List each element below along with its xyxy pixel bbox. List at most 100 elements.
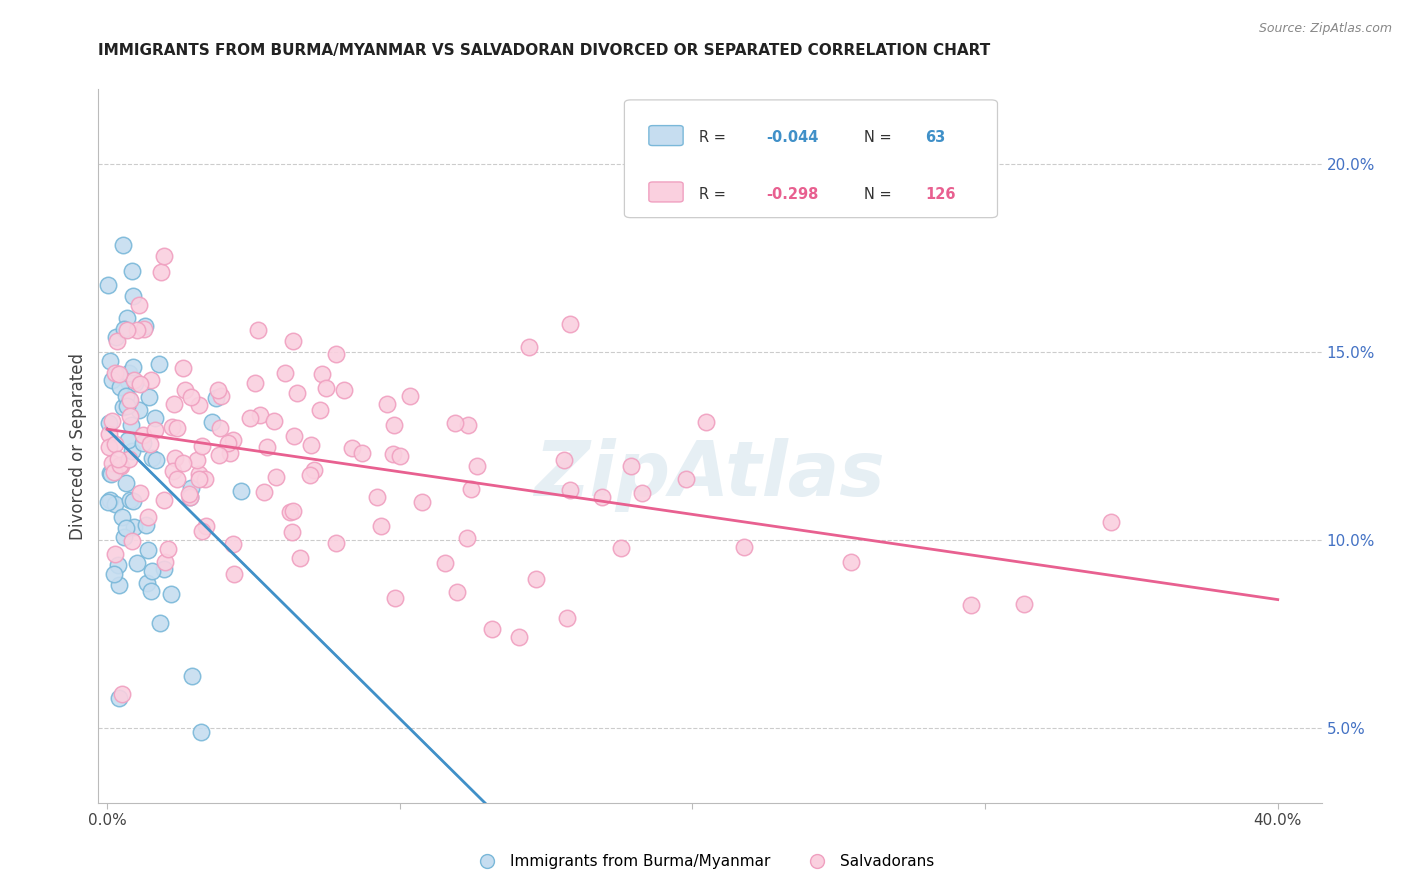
Text: R =: R = <box>699 130 731 145</box>
Point <box>143 411 166 425</box>
Point <box>157 542 180 557</box>
Legend: Immigrants from Burma/Myanmar, Salvadorans: Immigrants from Burma/Myanmar, Salvadora… <box>467 848 939 875</box>
Point <box>444 417 467 431</box>
Point <box>98 354 121 368</box>
Point <box>246 323 269 337</box>
Point <box>128 298 150 312</box>
Point <box>194 519 217 533</box>
Point <box>179 490 201 504</box>
Point <box>288 551 311 566</box>
Point <box>129 486 152 500</box>
Point <box>117 374 139 388</box>
Point <box>180 669 202 683</box>
Point <box>201 415 224 429</box>
Point <box>177 487 200 501</box>
Point <box>98 466 121 480</box>
Point <box>103 465 125 479</box>
Point <box>105 329 128 343</box>
Text: -0.044: -0.044 <box>766 130 818 145</box>
Point <box>180 481 202 495</box>
Point <box>98 416 121 430</box>
Point <box>1099 516 1122 530</box>
Text: 126: 126 <box>925 186 956 202</box>
Point <box>135 517 157 532</box>
Point <box>191 524 214 538</box>
Point <box>325 347 347 361</box>
Point <box>558 483 581 497</box>
Point <box>375 397 398 411</box>
Point <box>411 495 433 509</box>
Point <box>115 476 138 491</box>
Point <box>398 389 420 403</box>
Point <box>309 402 332 417</box>
Text: N =: N = <box>865 130 897 145</box>
Point <box>101 456 124 470</box>
Y-axis label: Divorced or Separated: Divorced or Separated <box>69 352 87 540</box>
Point <box>274 366 297 380</box>
Point <box>148 357 170 371</box>
Point <box>118 409 141 423</box>
Point <box>508 631 530 645</box>
Point <box>555 611 578 625</box>
Point <box>299 438 322 452</box>
Point <box>122 360 145 375</box>
Point <box>382 417 405 432</box>
Point <box>110 380 132 394</box>
Point <box>153 562 176 576</box>
Point <box>340 441 363 455</box>
Point <box>283 429 305 443</box>
Point <box>217 436 239 450</box>
Point <box>524 572 547 586</box>
Point <box>695 415 717 429</box>
FancyBboxPatch shape <box>624 100 997 218</box>
Point <box>120 393 142 408</box>
Point <box>122 494 145 508</box>
Point <box>97 277 120 292</box>
Point <box>163 451 186 466</box>
Point <box>381 447 404 461</box>
Point <box>153 555 176 569</box>
Point <box>139 373 162 387</box>
Point <box>209 389 232 403</box>
Point <box>115 521 138 535</box>
Point <box>457 418 479 433</box>
Point <box>131 436 153 450</box>
Point <box>143 423 166 437</box>
Point <box>186 453 208 467</box>
Point <box>166 421 188 435</box>
Point <box>141 564 163 578</box>
Text: ZipAtlas: ZipAtlas <box>534 438 886 511</box>
Point <box>179 490 201 504</box>
Point <box>620 458 643 473</box>
Point <box>162 464 184 478</box>
Point <box>112 322 135 336</box>
Point <box>959 599 981 613</box>
Point <box>132 322 155 336</box>
Point <box>122 373 145 387</box>
Point <box>190 440 212 454</box>
Point <box>120 418 142 433</box>
Point <box>278 505 301 519</box>
Point <box>733 540 755 554</box>
Point <box>128 402 150 417</box>
Point <box>104 547 127 561</box>
Point <box>160 586 183 600</box>
Point <box>117 451 139 466</box>
Point <box>188 398 211 412</box>
Point <box>460 482 482 496</box>
Point <box>249 408 271 422</box>
Point <box>434 556 457 570</box>
FancyBboxPatch shape <box>650 182 683 202</box>
Point <box>103 567 125 582</box>
Point <box>108 367 131 381</box>
Text: -0.298: -0.298 <box>766 186 818 202</box>
Point <box>366 490 388 504</box>
Point <box>139 583 162 598</box>
Text: IMMIGRANTS FROM BURMA/MYANMAR VS SALVADORAN DIVORCED OR SEPARATED CORRELATION CH: IMMIGRANTS FROM BURMA/MYANMAR VS SALVADO… <box>98 43 991 58</box>
Point <box>280 525 302 540</box>
Point <box>136 576 159 591</box>
Point <box>281 334 304 348</box>
Point <box>224 567 246 582</box>
FancyBboxPatch shape <box>650 126 683 145</box>
Point <box>117 433 139 447</box>
